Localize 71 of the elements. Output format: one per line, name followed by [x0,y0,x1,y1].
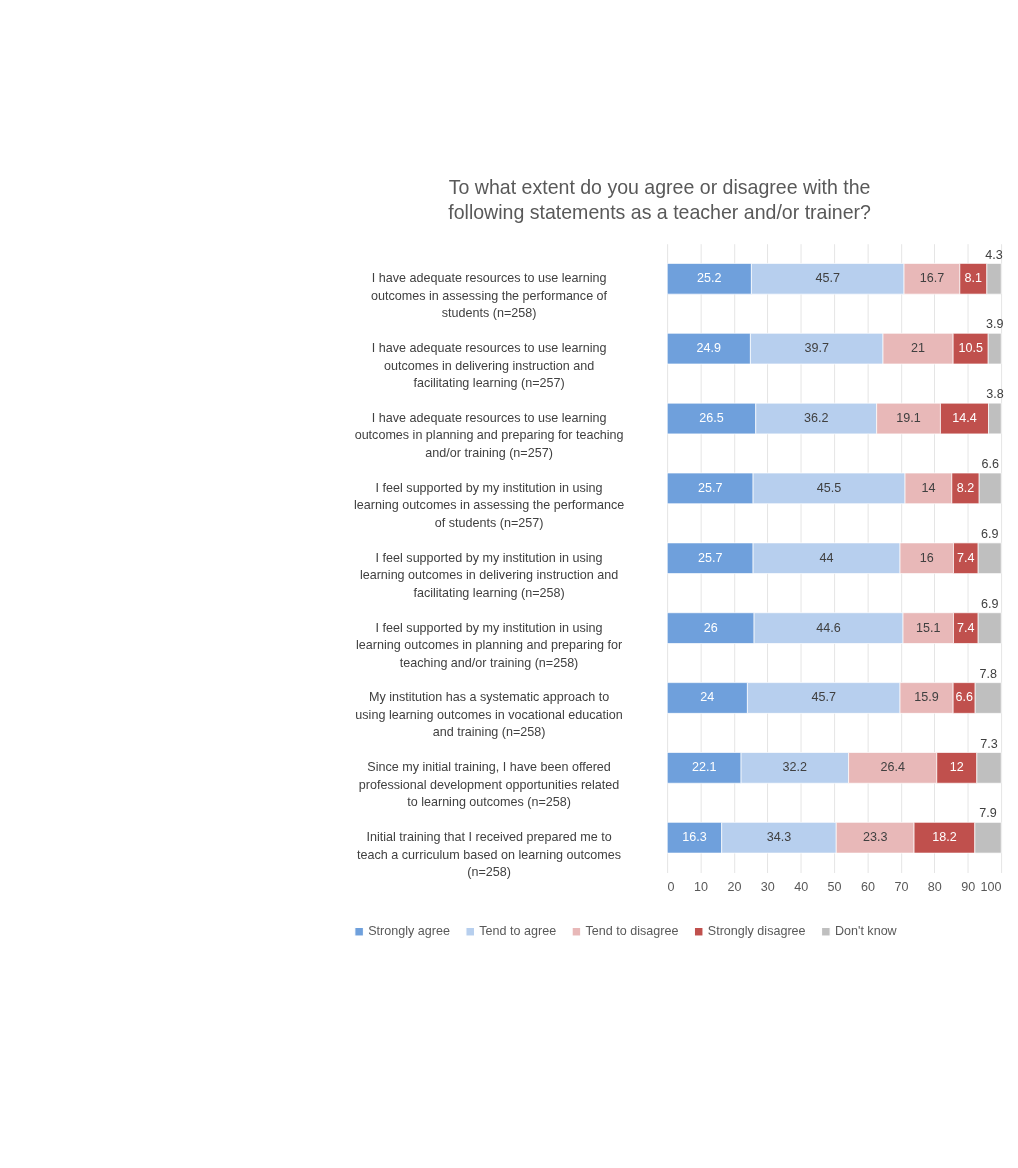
y-tick-label: I have adequate resources to use learning outcomes in planning and preparing for teaching and/or training (n=257) [354,411,624,460]
data-label: 12 [949,760,964,775]
y-tick-label: I have adequate resources to use learning outcomes in delivering instruction and facilitating learning (n=257) [371,341,607,391]
data-label: 39.7 [804,341,829,356]
data-label: 16.3 [682,830,707,845]
data-label: 16 [919,550,934,565]
data-label: 26.4 [880,760,905,775]
x-tick-label: 20 [727,880,742,895]
data-label: 3.8 [986,387,1004,402]
data-label: 14 [921,480,936,495]
data-label: 6.9 [980,596,999,611]
legend-label: Strongly disagree [707,924,806,939]
data-label: 8.1 [964,271,983,286]
data-label: 7.9 [979,806,997,821]
data-label: 6.6 [955,690,973,705]
x-tick-label: 80 [927,880,942,895]
chart-title: To what extent do you agree or disagree with the following statements as a teacher and/or trainer? [448,175,872,223]
data-label: 24 [700,690,715,705]
data-label: 25.2 [697,271,722,286]
x-tick-label: 100 [980,880,1002,895]
data-label: 26.5 [699,411,724,425]
data-label: 25.7 [697,480,723,495]
data-label: 7.8 [979,666,997,681]
data-label: 45.5 [816,480,842,495]
data-label: 36.2 [803,411,829,425]
y-tick-label: I have adequate resources to use learning outcomes in assessing the performance of students (n=258) [371,271,608,321]
x-tick-label: 90 [961,880,976,895]
y-tick-label: Since my initial training, I have been offered professional development opportunities related to learning outcomes (n=258) [358,760,620,810]
data-label: 7.4 [957,550,975,565]
legend-label: Tend to agree [479,924,557,939]
data-label: 32.2 [782,760,808,775]
data-label: 4.3 [985,247,1003,262]
data-label: 15.1 [916,620,941,635]
legend-label: Tend to disagree [585,924,679,939]
x-tick-label: 50 [827,880,842,895]
legend-label: Strongly agree [368,924,450,939]
x-tick-label: 30 [760,880,775,895]
data-label: 16.7 [919,271,945,286]
data-label: 45.7 [815,271,840,286]
data-label: 7.3 [980,736,998,751]
data-label: 22.1 [691,760,717,775]
data-label: 19.1 [896,411,921,425]
data-label: 23.3 [862,830,888,845]
y-tick-label: I feel supported by my institution in using learning outcomes in assessing the performance of students (n=257) [353,480,625,530]
data-label: 6.9 [980,526,999,541]
x-tick-label: 10 [694,880,708,895]
data-label: 8.2 [956,480,975,495]
data-label: 6.6 [981,457,999,472]
data-label: 44.6 [816,620,841,635]
data-label: 44 [819,550,834,565]
data-label: 15.9 [914,690,939,705]
data-label: 14.4 [952,411,977,425]
data-label: 7.4 [957,620,975,635]
data-label: 24.9 [696,341,722,356]
data-label: 45.7 [811,690,836,705]
x-tick-label: 0 [667,880,675,895]
y-tick-label: Initial training that I received prepared me to teach a curriculum based on learning outcomes (n=258) [357,830,622,880]
y-tick-label: My institution has a systematic approach to using learning outcomes in vocational education and training (n=258) [355,690,623,740]
x-tick-label: 70 [894,880,909,895]
x-tick-label: 40 [794,880,809,895]
y-tick-label: I feel supported by my institution in using learning outcomes in planning and preparing for teaching and/or training (n=258) [356,620,623,670]
legend-label: Don't know [834,924,898,939]
data-label: 3.9 [985,317,1004,332]
data-label: 10.5 [958,341,983,356]
y-tick-label: I feel supported by my institution in using learning outcomes in delivering instruction and facilitating learning (n=258) [359,550,619,600]
data-label: 18.2 [932,830,957,845]
data-label: 34.3 [766,830,792,845]
x-tick-label: 60 [861,880,875,895]
data-label: 21 [911,341,926,356]
data-label: 25.7 [697,550,723,565]
data-label: 26 [703,620,718,635]
